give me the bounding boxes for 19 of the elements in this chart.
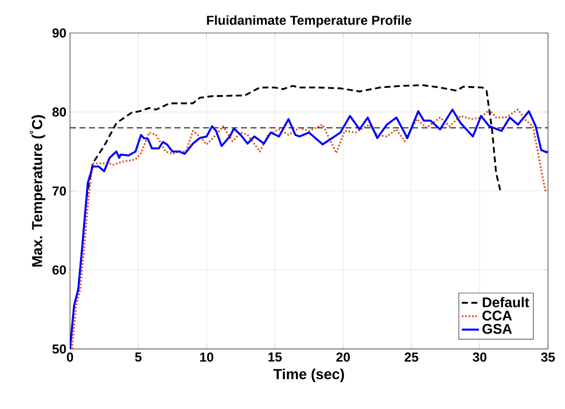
x-tick-label: 0 (66, 352, 74, 362)
y-tick-label: 50 (52, 344, 66, 354)
x-axis-title: Time (sec) (273, 368, 344, 382)
legend-label: GSA (482, 324, 512, 334)
y-axis-title: Max. Temperature ($^{°}$C) (30, 115, 46, 267)
x-tick-label: 20 (336, 352, 350, 362)
y-tick-label: 60 (52, 265, 66, 275)
y-tick-label: 90 (52, 28, 66, 38)
x-tick-label: 35 (541, 352, 555, 362)
legend-label: CCA (482, 310, 512, 321)
x-tick-label: 30 (472, 352, 486, 362)
x-tick-label: 10 (200, 352, 214, 362)
chart-title: Fluidanimate Temperature Profile (207, 15, 412, 28)
x-tick-label: 25 (404, 352, 418, 362)
x-tick-label: 5 (135, 352, 142, 362)
x-tick-label: 15 (268, 352, 282, 362)
y-tick-label: 70 (52, 186, 66, 196)
y-tick-label: 80 (52, 107, 66, 117)
legend-label: Default (482, 297, 530, 308)
